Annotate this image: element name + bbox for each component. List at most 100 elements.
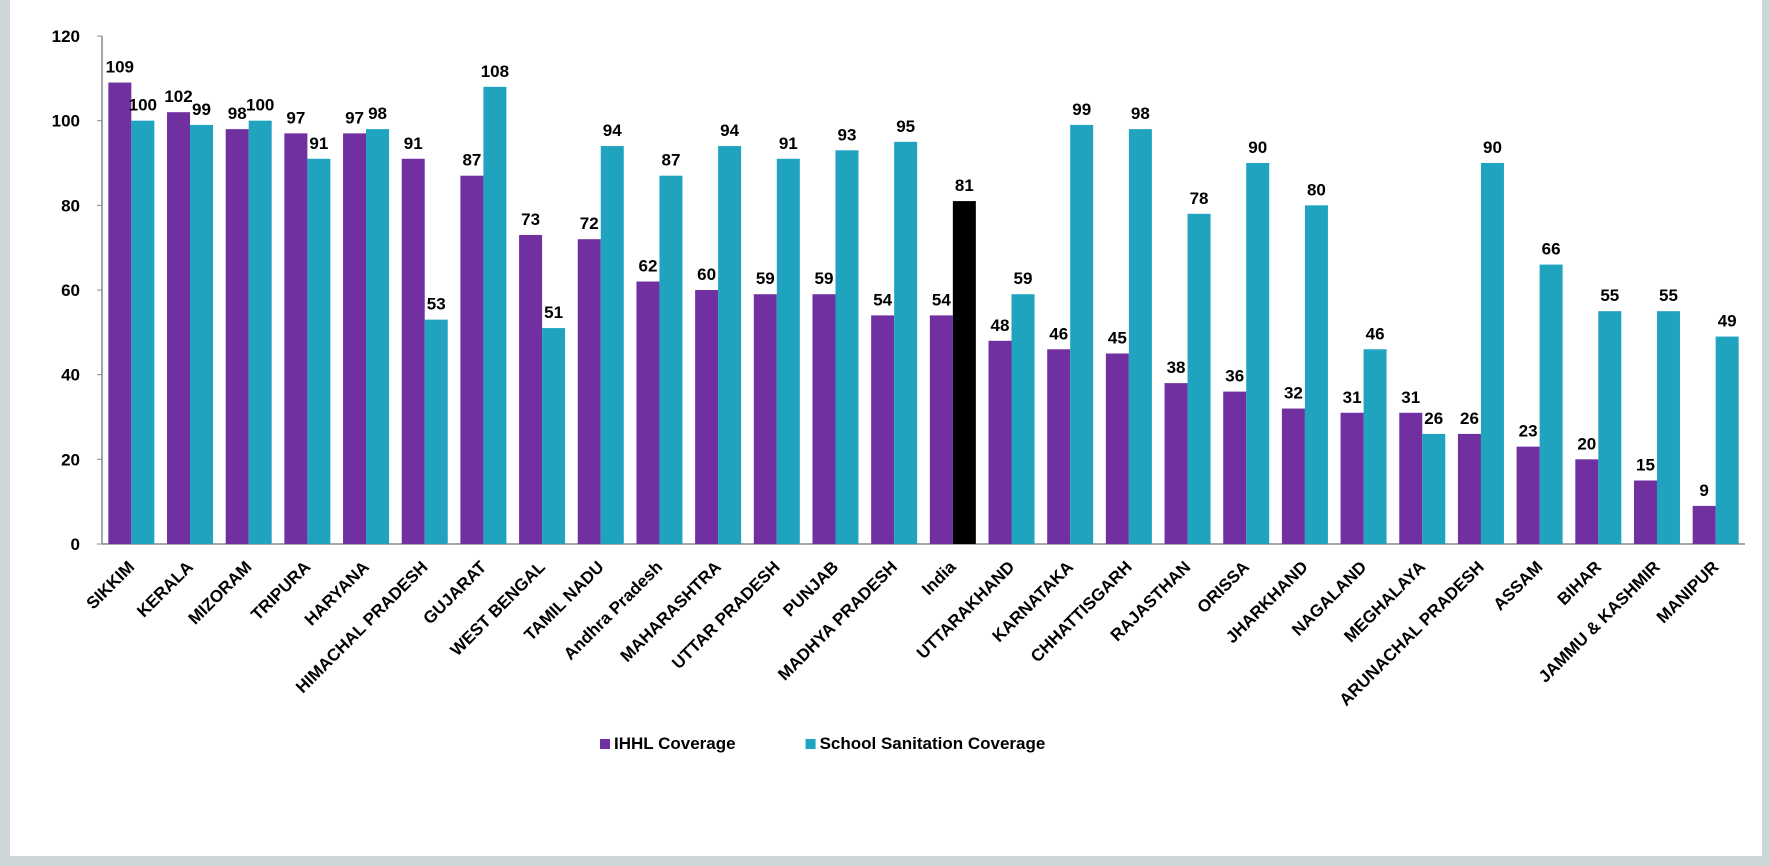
value-label: 49 (1718, 312, 1737, 331)
value-label: 99 (192, 100, 211, 119)
bar (577, 239, 601, 544)
bar (695, 290, 719, 544)
bar (718, 146, 742, 545)
bar (108, 82, 132, 545)
value-label: 108 (481, 62, 509, 81)
bar (483, 86, 507, 545)
value-label: 32 (1284, 384, 1303, 403)
value-label: 100 (129, 96, 157, 115)
bar (1187, 213, 1211, 545)
value-label: 87 (661, 151, 680, 170)
value-label: 26 (1460, 409, 1479, 428)
bar (1598, 311, 1622, 544)
bar (401, 158, 425, 544)
bar (225, 129, 249, 544)
value-label: 100 (246, 96, 274, 115)
bar (460, 175, 484, 544)
bar (988, 340, 1012, 544)
value-label: 98 (228, 104, 247, 123)
value-label: 72 (580, 214, 599, 233)
bar (894, 141, 918, 545)
value-label: 81 (955, 176, 974, 195)
legend-swatch (805, 739, 816, 749)
bar (248, 120, 272, 545)
value-label: 109 (106, 58, 134, 77)
bar (1070, 124, 1094, 545)
value-label: 98 (368, 104, 387, 123)
bar (1246, 163, 1270, 544)
value-label: 31 (1343, 388, 1362, 407)
bar (952, 201, 976, 544)
value-label: 51 (544, 303, 563, 322)
value-label: 46 (1366, 324, 1385, 343)
bar (1715, 336, 1739, 544)
bar (519, 234, 543, 544)
bar (1281, 408, 1305, 544)
value-label: 66 (1542, 240, 1561, 259)
legend-swatch (600, 739, 610, 749)
value-label: 91 (404, 134, 423, 153)
bar (1575, 459, 1599, 544)
bar (1223, 391, 1247, 544)
value-label: 59 (815, 269, 834, 288)
value-label: 55 (1659, 286, 1678, 305)
value-label: 91 (779, 134, 798, 153)
bar (1105, 353, 1129, 544)
bar (929, 315, 953, 544)
value-label: 38 (1167, 358, 1186, 377)
value-label: 78 (1190, 189, 1209, 208)
y-tick-label: 60 (61, 281, 80, 300)
value-label: 45 (1108, 329, 1127, 348)
value-label: 54 (873, 290, 892, 309)
bar (835, 150, 859, 545)
bar (1633, 480, 1657, 544)
bar (1457, 433, 1481, 544)
value-label: 91 (309, 134, 328, 153)
value-label: 26 (1424, 409, 1443, 428)
bar (871, 315, 895, 544)
bar (1128, 129, 1152, 544)
value-label: 95 (896, 117, 915, 136)
bar (1340, 412, 1364, 544)
bar (1047, 349, 1071, 544)
bar (307, 158, 331, 544)
value-label: 23 (1519, 422, 1538, 441)
bar (190, 124, 214, 545)
bar (1011, 294, 1035, 544)
bar (1363, 349, 1387, 544)
value-label: 97 (345, 108, 364, 127)
value-label: 99 (1072, 100, 1091, 119)
value-label: 97 (286, 108, 305, 127)
bar (284, 133, 308, 544)
value-label: 90 (1483, 138, 1502, 157)
value-label: 59 (756, 269, 775, 288)
bar (1399, 412, 1423, 544)
value-label: 54 (932, 290, 951, 309)
y-tick-label: 20 (61, 450, 80, 469)
value-label: 48 (991, 316, 1010, 335)
value-label: 60 (697, 265, 716, 284)
value-label: 94 (603, 121, 622, 140)
bar (542, 328, 566, 544)
value-label: 73 (521, 210, 540, 229)
bar (131, 120, 155, 545)
value-label: 15 (1636, 456, 1655, 475)
value-label: 90 (1248, 138, 1267, 157)
value-label: 62 (638, 257, 657, 276)
bar (366, 129, 390, 544)
bar (753, 294, 777, 544)
value-label: 9 (1699, 481, 1708, 500)
bar (1692, 505, 1716, 544)
value-label: 46 (1049, 324, 1068, 343)
bar (1164, 383, 1188, 544)
value-label: 53 (427, 295, 446, 314)
value-label: 93 (838, 125, 857, 144)
value-label: 87 (462, 151, 481, 170)
value-label: 20 (1577, 434, 1596, 453)
value-label: 80 (1307, 180, 1326, 199)
value-label: 102 (164, 87, 192, 106)
bar (636, 281, 660, 544)
bar (1516, 446, 1540, 544)
bar (776, 158, 800, 544)
